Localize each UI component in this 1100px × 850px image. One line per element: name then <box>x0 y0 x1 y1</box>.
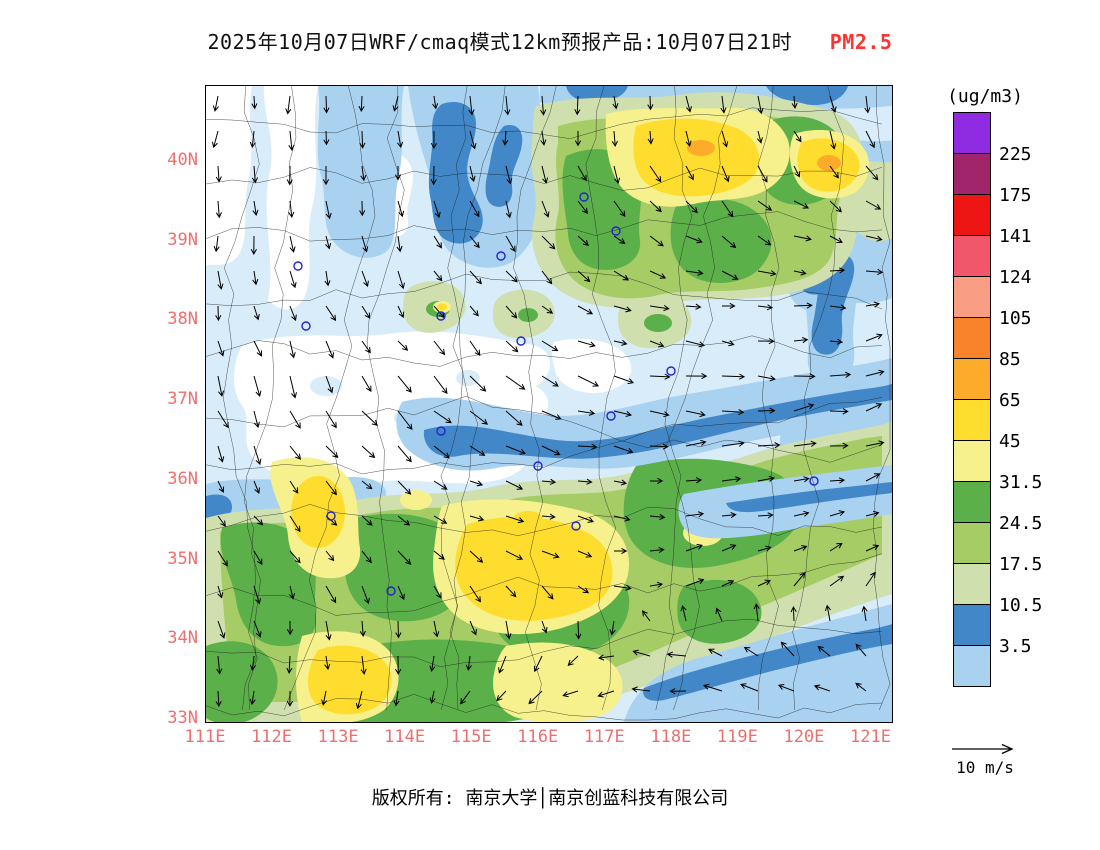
colorbar-box <box>953 481 991 523</box>
colorbar-box <box>953 522 991 564</box>
lat-axis-label: 37N <box>167 389 198 410</box>
colorbar-boundary-label: 105 <box>999 308 1032 329</box>
colorbar-boxes <box>953 112 1073 687</box>
lon-axis-label: 117E <box>583 727 625 747</box>
colorbar-box <box>953 399 991 441</box>
colorbar-boundary-label: 45 <box>999 431 1021 452</box>
colorbar-box <box>953 440 991 482</box>
wind-vector-field <box>211 95 885 710</box>
city-marker <box>436 426 446 436</box>
lon-axis-label: 116E <box>517 727 559 747</box>
colorbar-box <box>953 358 991 400</box>
lon-axis-label: 111E <box>184 727 226 747</box>
city-markers <box>293 192 819 596</box>
colorbar-boundary-label: 3.5 <box>999 636 1032 657</box>
city-marker <box>301 321 311 331</box>
colorbar-box <box>953 276 991 318</box>
lon-axis-label: 120E <box>783 727 825 747</box>
city-marker <box>533 461 543 471</box>
lat-axis-label: 38N <box>167 309 198 330</box>
wind-reference-arrow-icon <box>952 743 1014 755</box>
colorbar-box <box>953 563 991 605</box>
lat-axis-label: 34N <box>167 628 198 649</box>
wind-arrows <box>211 95 885 710</box>
map-canvas <box>205 85 893 723</box>
colorbar-boundary-label: 141 <box>999 226 1032 247</box>
city-marker <box>436 311 446 321</box>
admin-boundaries <box>206 86 891 721</box>
title-species: PM2.5 <box>829 30 893 54</box>
colorbar-boundary-label: 24.5 <box>999 513 1043 534</box>
colorbar-boundary-label: 124 <box>999 267 1032 288</box>
lat-axis-label: 36N <box>167 468 198 489</box>
lat-axis-label: 33N <box>167 707 198 728</box>
lat-axis-label: 39N <box>167 229 198 250</box>
colorbar-boundary-label: 31.5 <box>999 472 1043 493</box>
city-marker <box>579 192 589 202</box>
lon-axis-label: 115E <box>450 727 492 747</box>
colorbar-box <box>953 153 991 195</box>
wind-legend-label: 10 m/s <box>956 758 1014 777</box>
concentration-contours <box>206 86 892 722</box>
city-marker <box>611 226 621 236</box>
lon-axis-label: 118E <box>650 727 692 747</box>
colorbar-box <box>953 317 991 359</box>
city-marker <box>293 261 303 271</box>
colorbar-box <box>953 645 991 687</box>
lat-axis-label: 40N <box>167 150 198 170</box>
colorbar-box <box>953 112 991 154</box>
colorbar-box <box>953 235 991 277</box>
colorbar-unit-label: (ug/m3) <box>947 86 1023 107</box>
colorbar-boundary-label: 10.5 <box>999 595 1043 616</box>
colorbar-box <box>953 604 991 646</box>
lon-axis-label: 112E <box>251 727 293 747</box>
colorbar-boundary-label: 65 <box>999 390 1021 411</box>
lat-axis-label: 35N <box>167 548 198 569</box>
colorbar-box <box>953 194 991 236</box>
city-marker <box>326 511 336 521</box>
colorbar-boundary-label: 175 <box>999 185 1032 206</box>
title-main: 2025年10月07日WRF/cmaq模式12km预报产品:10月07日21时 <box>207 30 793 54</box>
city-marker <box>666 366 676 376</box>
page-title: 2025年10月07日WRF/cmaq模式12km预报产品:10月07日21时 … <box>0 26 1100 55</box>
lon-axis-label: 119E <box>716 727 758 747</box>
city-marker <box>496 251 506 261</box>
lon-axis-label: 113E <box>317 727 359 747</box>
lon-axis-label: 114E <box>384 727 426 747</box>
city-marker <box>516 336 526 346</box>
lon-axis-label: 121E <box>850 727 891 747</box>
city-marker <box>571 521 581 531</box>
copyright-footer: 版权所有: 南京大学│南京创蓝科技有限公司 <box>371 788 729 809</box>
colorbar-boundary-label: 225 <box>999 144 1032 165</box>
colorbar-boundary-label: 85 <box>999 349 1021 370</box>
city-marker <box>809 476 819 486</box>
colorbar: 225 175 141 124 105 85 65 45 31.5 24.5 17.5 10.5 3.5 <box>953 112 1073 687</box>
wind-speed-legend: 10 m/s <box>946 742 1024 777</box>
city-marker <box>386 586 396 596</box>
colorbar-boundary-label: 17.5 <box>999 554 1043 575</box>
city-marker <box>606 411 616 421</box>
pm25-contour-map <box>206 86 892 722</box>
